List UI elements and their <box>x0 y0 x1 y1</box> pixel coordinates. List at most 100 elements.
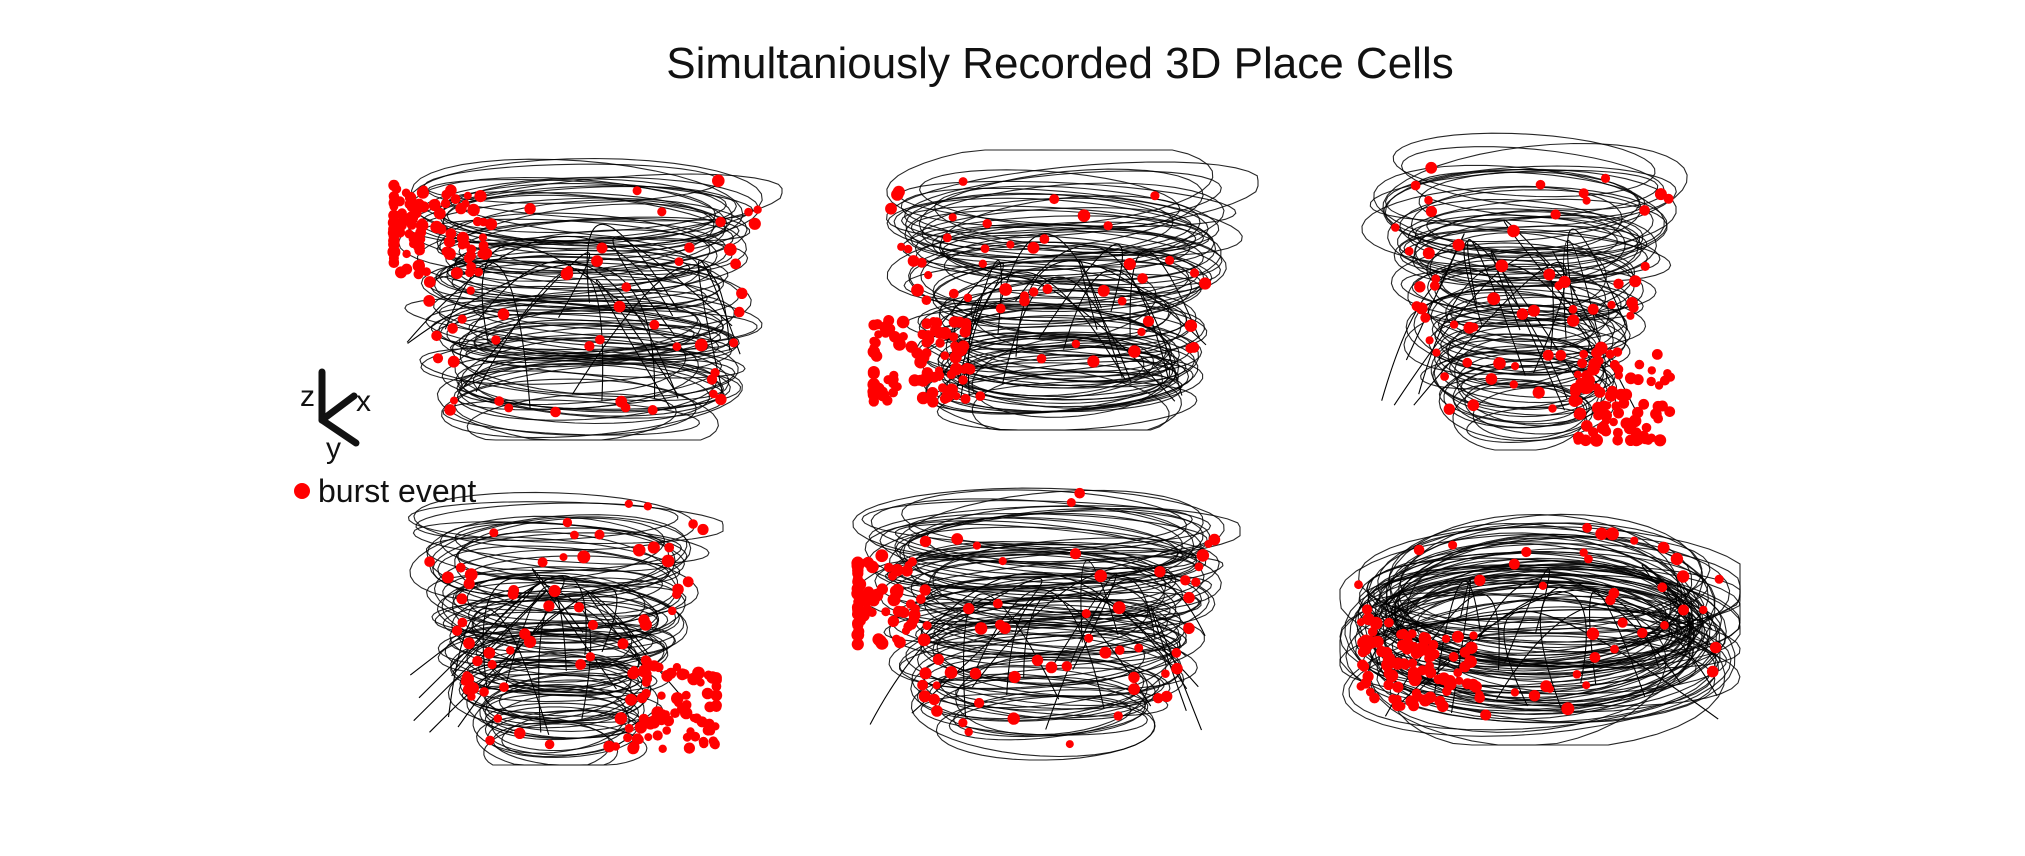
burst-event-marker <box>690 731 701 742</box>
burst-event-marker <box>661 669 674 682</box>
burst-event-marker <box>489 528 499 538</box>
burst-event-marker <box>892 185 905 198</box>
burst-event-marker <box>1161 690 1173 703</box>
burst-event-marker <box>1509 380 1519 389</box>
trajectory-line <box>1407 218 1661 276</box>
burst-event-marker <box>1613 278 1624 289</box>
burst-event-marker <box>1480 709 1492 721</box>
burst-event-marker <box>424 556 435 567</box>
burst-event-marker <box>1427 646 1436 655</box>
burst-event-marker <box>485 218 498 231</box>
burst-event-marker <box>544 739 555 750</box>
trajectory-line <box>439 237 749 298</box>
burst-event-marker <box>681 690 691 700</box>
trajectory-line <box>1426 208 1641 257</box>
burst-event-marker <box>1402 635 1413 646</box>
burst-event-marker <box>1595 527 1608 541</box>
burst-event-marker <box>1425 161 1438 174</box>
trajectory-line <box>971 370 1182 431</box>
burst-event-marker <box>457 617 468 628</box>
trajectory-line <box>953 689 1149 738</box>
trajectory-line <box>868 505 1241 563</box>
burst-event-marker <box>671 692 684 705</box>
burst-event-marker <box>647 405 658 415</box>
burst-event-marker <box>1474 692 1485 704</box>
trajectory-line <box>1477 576 1681 683</box>
burst-event-marker <box>1112 601 1126 615</box>
burst-event-marker <box>591 255 603 267</box>
burst-event-marker <box>921 295 932 306</box>
burst-event-marker <box>959 364 969 374</box>
burst-event-marker <box>1615 388 1627 401</box>
burst-event-marker <box>699 738 709 749</box>
burst-event-marker <box>1657 582 1668 593</box>
burst-event-marker <box>1396 629 1407 640</box>
burst-event-marker <box>514 727 526 739</box>
burst-event-marker <box>887 593 901 607</box>
burst-event-marker <box>896 315 910 329</box>
burst-event-marker <box>954 316 966 328</box>
trajectory-line <box>425 536 681 586</box>
burst-event-marker <box>1570 386 1581 398</box>
burst-event-marker <box>463 253 474 264</box>
burst-event-marker <box>940 351 950 360</box>
trajectory-line <box>426 515 676 600</box>
burst-event-marker <box>1618 397 1630 409</box>
burst-event-marker <box>1208 533 1221 546</box>
trajectory-line <box>1490 250 1566 411</box>
trajectory-line <box>1382 586 1721 668</box>
burst-event-marker <box>974 622 988 635</box>
burst-event-marker <box>958 375 968 385</box>
burst-event-marker <box>603 740 616 753</box>
burst-event-marker <box>681 700 692 710</box>
trajectory-line <box>954 260 1002 394</box>
burst-event-marker <box>689 713 699 723</box>
trajectory-line <box>1399 189 1654 258</box>
burst-event-marker <box>729 338 739 348</box>
burst-event-marker <box>1128 671 1140 684</box>
burst-event-marker <box>946 369 957 380</box>
burst-event-marker <box>1527 304 1540 317</box>
burst-event-marker <box>897 242 906 251</box>
burst-event-marker <box>1419 638 1429 648</box>
trajectory-line <box>1432 351 1608 416</box>
burst-event-marker <box>447 355 460 368</box>
trajectory-line <box>1383 168 1677 254</box>
burst-event-marker <box>401 188 411 198</box>
trajectory-line <box>412 521 710 565</box>
trajectory-line <box>1001 276 1132 385</box>
burst-event-marker <box>1137 273 1148 284</box>
burst-event-marker <box>916 594 926 604</box>
burst-event-marker <box>1629 275 1642 288</box>
trajectory-line <box>933 615 1182 656</box>
burst-event-marker <box>1594 341 1608 355</box>
trajectory-line <box>429 587 618 733</box>
burst-event-marker <box>478 233 487 242</box>
trajectory-line <box>940 354 1204 413</box>
burst-event-marker <box>456 231 469 244</box>
trajectory-line <box>954 287 1172 353</box>
burst-event-marker <box>570 530 579 540</box>
burst-event-marker <box>632 543 646 557</box>
burst-event-marker <box>1511 362 1520 371</box>
burst-event-marker <box>462 684 473 695</box>
burst-event-marker <box>1647 366 1657 375</box>
burst-event-marker <box>423 276 436 288</box>
trajectory-line <box>409 514 688 603</box>
burst-event-marker <box>417 201 430 213</box>
burst-event-marker <box>867 594 880 607</box>
burst-event-marker <box>1077 209 1091 222</box>
burst-event-marker <box>1573 370 1582 379</box>
trajectory-line <box>870 498 1202 570</box>
trajectory-line <box>1393 254 1554 406</box>
burst-event-marker <box>389 249 399 260</box>
burst-event-marker <box>637 668 646 677</box>
burst-event-marker <box>1550 209 1561 220</box>
burst-event-marker <box>1006 240 1015 249</box>
burst-event-marker <box>867 346 880 359</box>
burst-event-marker <box>683 742 696 754</box>
trajectory-line <box>439 199 715 273</box>
trajectory-line <box>965 354 1179 401</box>
burst-event-marker <box>916 391 930 405</box>
burst-event-marker <box>1626 311 1635 320</box>
